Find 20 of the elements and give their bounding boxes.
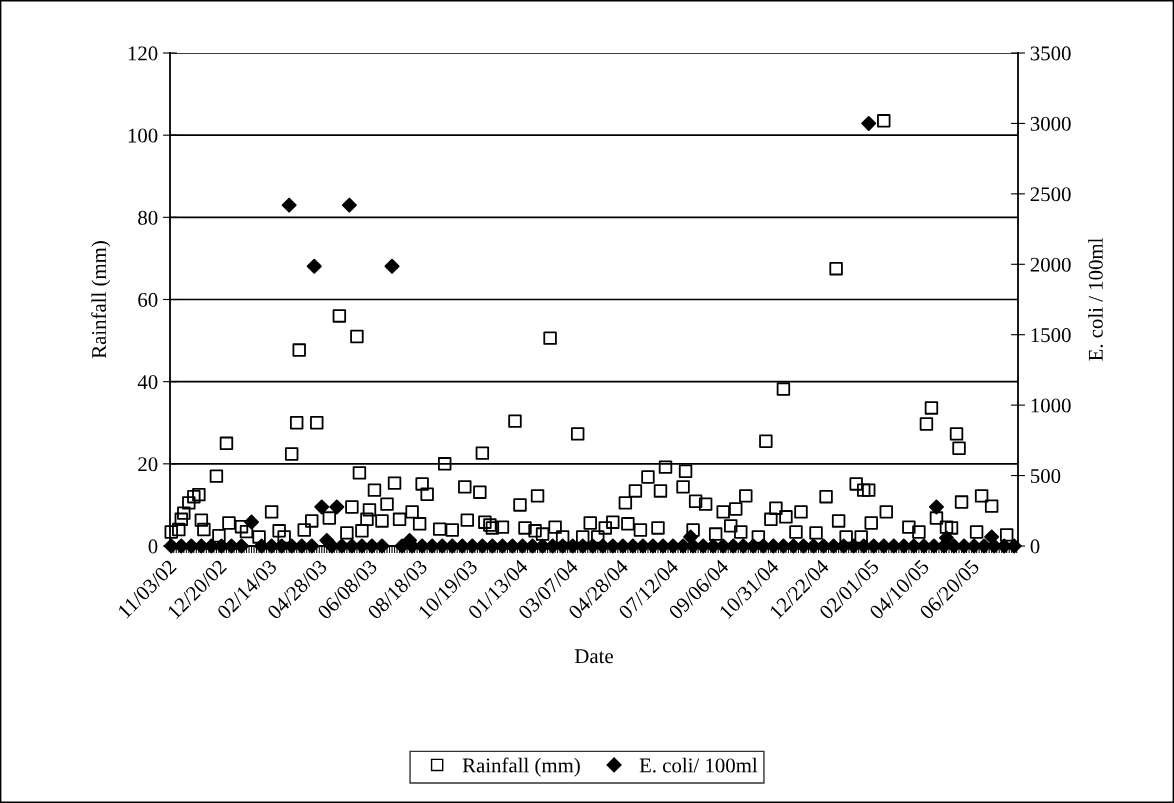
y2-tick-label: 1000 bbox=[1031, 398, 1071, 413]
y-tick-label: 120 bbox=[128, 46, 158, 61]
y2-axis-title: E. coli / 100ml bbox=[1088, 238, 1103, 361]
legend-label: E. coli/ 100ml bbox=[639, 757, 758, 773]
y-tick-label: 40 bbox=[137, 375, 158, 390]
y-tick-label: 80 bbox=[138, 210, 158, 225]
x-axis-title: Date bbox=[574, 649, 613, 664]
y2-tick-label: 0 bbox=[1030, 539, 1040, 554]
legend-label: Rainfall (mm) bbox=[462, 757, 580, 777]
y-tick-label: 100 bbox=[128, 128, 158, 143]
y2-tick-label: 3000 bbox=[1030, 116, 1071, 131]
y-tick-label: 0 bbox=[148, 539, 158, 554]
y2-tick-label: 1500 bbox=[1031, 328, 1071, 343]
y-tick-label: 60 bbox=[138, 292, 158, 307]
y2-tick-label: 2500 bbox=[1030, 187, 1071, 202]
y2-tick-label: 2000 bbox=[1030, 257, 1071, 272]
y-tick-label: 20 bbox=[138, 457, 158, 472]
y2-tick-label: 500 bbox=[1031, 468, 1061, 483]
y2-tick-label: 3500 bbox=[1030, 46, 1071, 61]
y-axis-title: Rainfall (mm) bbox=[91, 241, 111, 359]
